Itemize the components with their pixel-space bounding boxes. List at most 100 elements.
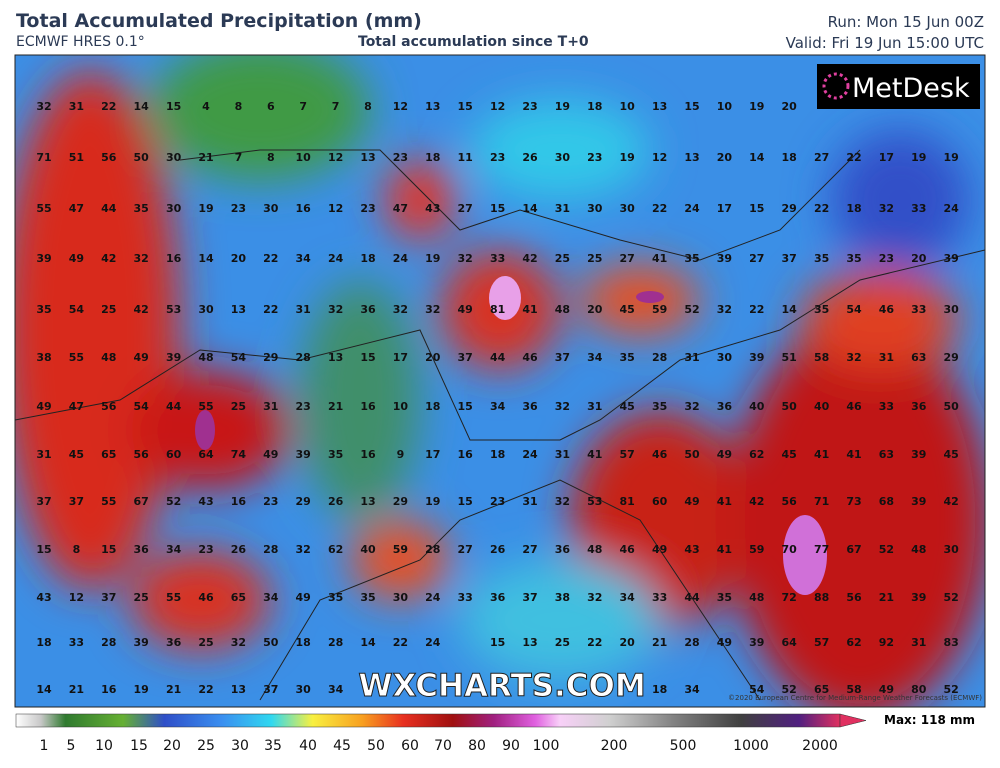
legend-label: 90 — [502, 738, 520, 754]
legend-label: 2000 — [802, 738, 838, 754]
grid-value: 12 — [328, 202, 343, 215]
grid-value: 31 — [36, 448, 51, 461]
grid-value: 49 — [36, 400, 51, 413]
grid-value: 44 — [490, 351, 506, 364]
grid-value: 15 — [749, 202, 764, 215]
grid-value: 36 — [717, 400, 733, 413]
grid-value: 30 — [944, 543, 960, 556]
grid-value: 30 — [944, 303, 960, 316]
grid-value: 10 — [393, 400, 409, 413]
grid-value: 24 — [328, 252, 344, 265]
grid-value: 68 — [879, 495, 894, 508]
grid-value: 28 — [296, 351, 311, 364]
legend-label: 60 — [401, 738, 419, 754]
grid-value: 34 — [587, 351, 603, 364]
grid-value: 52 — [166, 495, 181, 508]
legend-label: 15 — [130, 738, 148, 754]
grid-value: 13 — [425, 100, 440, 113]
grid-value: 27 — [814, 151, 829, 164]
grid-value: 70 — [782, 543, 798, 556]
grid-value: 21 — [652, 636, 667, 649]
grid-value: 24 — [684, 202, 700, 215]
grid-value: 31 — [263, 400, 278, 413]
grid-value: 35 — [652, 400, 667, 413]
grid-value: 10 — [717, 100, 733, 113]
grid-value: 58 — [846, 683, 861, 696]
grid-value: 64 — [198, 448, 214, 461]
grid-value: 53 — [166, 303, 181, 316]
grid-value: 28 — [684, 636, 699, 649]
grid-value: 18 — [782, 151, 797, 164]
grid-value: 39 — [36, 252, 51, 265]
grid-value: 53 — [587, 495, 602, 508]
run: Run: Mon 15 Jun 00Z — [827, 13, 984, 31]
grid-value: 55 — [36, 202, 51, 215]
grid-value: 31 — [555, 202, 570, 215]
grid-value: 39 — [911, 448, 926, 461]
grid-value: 34 — [620, 591, 636, 604]
grid-value: 42 — [944, 495, 959, 508]
grid-value: 12 — [490, 100, 505, 113]
grid-value: 35 — [717, 591, 732, 604]
legend-label: 1000 — [733, 738, 769, 754]
grid-value: 25 — [587, 252, 602, 265]
grid-value: 31 — [522, 495, 537, 508]
grid-value: 41 — [587, 448, 602, 461]
grid-value: 46 — [522, 351, 538, 364]
grid-value: 23 — [296, 400, 311, 413]
grid-value: 63 — [911, 351, 926, 364]
grid-value: 39 — [911, 495, 926, 508]
grid-value: 28 — [263, 543, 278, 556]
grid-value: 47 — [69, 202, 84, 215]
grid-value: 48 — [749, 591, 764, 604]
grid-value: 28 — [101, 636, 116, 649]
grid-value: 92 — [879, 636, 894, 649]
grid-value: 13 — [522, 636, 537, 649]
grid-value: 52 — [879, 543, 894, 556]
grid-value: 28 — [652, 351, 667, 364]
grid-value: 50 — [782, 400, 798, 413]
grid-value: 23 — [263, 495, 278, 508]
grid-value: 45 — [620, 400, 635, 413]
grid-value: 36 — [166, 636, 182, 649]
grid-value: 23 — [198, 543, 213, 556]
precip-field — [15, 55, 985, 707]
grid-value: 35 — [360, 591, 375, 604]
grid-value: 7 — [299, 100, 307, 113]
grid-value: 18 — [846, 202, 861, 215]
grid-value: 27 — [620, 252, 635, 265]
grid-value: 26 — [490, 543, 506, 556]
grid-value: 42 — [134, 303, 149, 316]
grid-value: 21 — [69, 683, 84, 696]
grid-value: 43 — [198, 495, 213, 508]
grid-value: 30 — [393, 591, 409, 604]
grid-value: 57 — [814, 636, 829, 649]
grid-value: 11 — [458, 151, 473, 164]
grid-value: 58 — [814, 351, 829, 364]
grid-value: 15 — [490, 202, 505, 215]
grid-value: 47 — [393, 202, 408, 215]
grid-value: 18 — [587, 100, 602, 113]
grid-value: 31 — [69, 100, 84, 113]
grid-value: 34 — [296, 252, 312, 265]
legend-label: 80 — [468, 738, 486, 754]
grid-value: 60 — [652, 495, 668, 508]
grid-value: 38 — [555, 591, 570, 604]
grid-value: 20 — [231, 252, 247, 265]
grid-value: 44 — [101, 202, 117, 215]
grid-value: 15 — [490, 636, 505, 649]
grid-value: 50 — [134, 151, 150, 164]
grid-value: 30 — [166, 151, 182, 164]
grid-value: 35 — [846, 252, 861, 265]
grid-value: 52 — [782, 683, 797, 696]
grid-value: 32 — [296, 543, 311, 556]
grid-value: 43 — [36, 591, 51, 604]
grid-value: 45 — [620, 303, 635, 316]
grid-value: 25 — [555, 252, 570, 265]
legend-labels: 1 5 10 15 20 25 30 35 40 45 50 60 70 80 90 100 200 500 100… — [40, 738, 838, 754]
grid-value: 49 — [684, 495, 699, 508]
grid-value: 32 — [684, 400, 699, 413]
grid-value: 35 — [814, 252, 829, 265]
grid-value: 37 — [101, 591, 116, 604]
